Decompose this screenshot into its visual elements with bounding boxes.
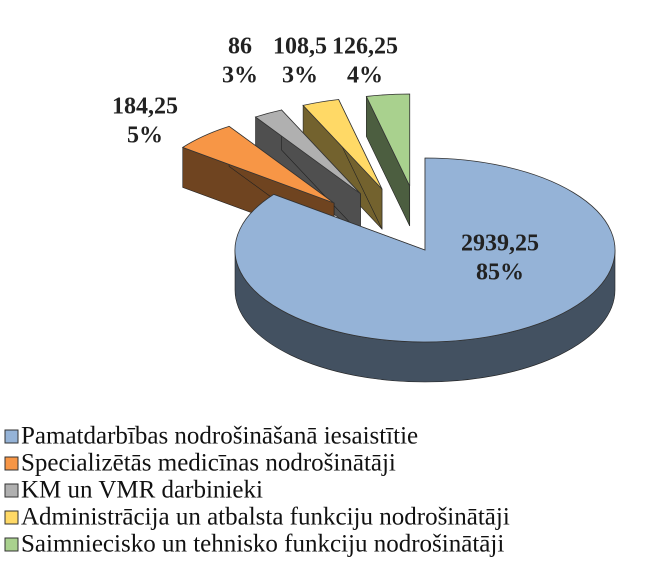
slice bbox=[181, 125, 335, 204]
legend-label: Pamatdarbības nodrošināšanā iesaistītie bbox=[21, 423, 418, 450]
value-label: 184,25 bbox=[112, 94, 178, 120]
percentage-label: 4% bbox=[347, 63, 383, 89]
percentage-label: 3% bbox=[222, 63, 258, 89]
slice bbox=[365, 93, 411, 187]
legend-swatch bbox=[4, 456, 19, 471]
legend-swatch bbox=[4, 510, 19, 525]
legend-swatch bbox=[4, 483, 19, 498]
value-label: 86 bbox=[228, 34, 252, 60]
slice bbox=[302, 99, 383, 190]
percentage-label: 5% bbox=[127, 123, 163, 149]
value-label: 126,25 bbox=[332, 34, 398, 60]
legend-label: Specializētās medicīnas nodrošinātāji bbox=[21, 450, 396, 477]
legend-label: Administrācija un atbalsta funkciju nodr… bbox=[21, 504, 510, 531]
legend-label: Saimniecisko un tehnisko funkciju nodroš… bbox=[21, 531, 504, 558]
percentage-label: 3% bbox=[282, 63, 318, 89]
value-label: 2939,25 bbox=[461, 231, 539, 257]
legend-label: KM un VMR darbinieki bbox=[21, 477, 263, 504]
slice bbox=[234, 157, 616, 343]
slice bbox=[254, 109, 361, 195]
value-label: 108,5 bbox=[273, 34, 327, 60]
legend-swatch bbox=[4, 537, 19, 552]
legend-swatch bbox=[4, 429, 19, 444]
percentage-label: 85% bbox=[476, 260, 524, 286]
